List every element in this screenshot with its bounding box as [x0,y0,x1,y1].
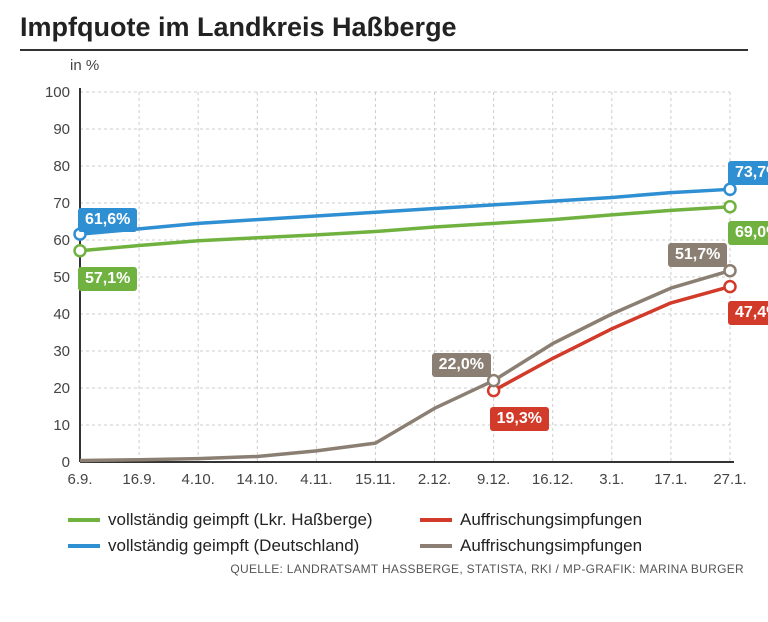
value-label: 69,0% [728,221,768,245]
svg-text:40: 40 [53,306,70,323]
legend-swatch [420,544,452,548]
value-label: 51,7% [668,243,727,267]
legend-label: vollständig geimpft (Deutschland) [108,536,359,556]
svg-text:27.1.: 27.1. [713,471,746,488]
svg-text:80: 80 [53,158,70,175]
svg-text:90: 90 [53,121,70,138]
title-rule [20,49,748,51]
svg-text:4.10.: 4.10. [181,471,214,488]
legend-item: vollständig geimpft (Lkr. Haßberge) [68,510,396,530]
svg-text:16.9.: 16.9. [122,471,155,488]
svg-text:70: 70 [53,195,70,212]
svg-text:0: 0 [62,454,70,471]
legend-swatch [420,518,452,522]
svg-text:100: 100 [45,84,70,101]
legend-swatch [68,518,100,522]
chart-title: Impfquote im Landkreis Haßberge [20,12,748,43]
legend: vollständig geimpft (Lkr. Haßberge) Auffr… [20,502,748,560]
source-line: QUELLE: LANDRATSAMT HASSBERGE, STATISTA,… [20,562,748,576]
value-label: 57,1% [78,267,137,291]
svg-text:50: 50 [53,269,70,286]
svg-text:20: 20 [53,380,70,397]
svg-text:9.12.: 9.12. [477,471,510,488]
value-label: 47,4% [728,301,768,325]
svg-text:60: 60 [53,232,70,249]
svg-text:4.11.: 4.11. [300,471,332,488]
legend-label: Auffrischungsimpfungen [460,536,642,556]
svg-text:10: 10 [53,417,70,434]
svg-text:17.1.: 17.1. [654,471,687,488]
legend-item: vollständig geimpft (Deutschland) [68,536,396,556]
legend-item: Auffrischungsimpfungen [420,510,748,530]
svg-text:30: 30 [53,343,70,360]
value-label: 73,7% [728,161,768,185]
legend-item: Auffrischungsimpfungen [420,536,748,556]
svg-text:6.9.: 6.9. [67,471,92,488]
legend-swatch [68,544,100,548]
value-label: 19,3% [490,407,549,431]
svg-text:14.10.: 14.10. [236,471,278,488]
value-label: 22,0% [432,353,491,377]
legend-label: vollständig geimpft (Lkr. Haßberge) [108,510,373,530]
svg-text:16.12.: 16.12. [532,471,574,488]
svg-text:15.11.: 15.11. [355,471,396,488]
chart-area: 0 10 20 30 40 50 60 70 80 90 100 6.9. 16.9. 4.10. 14.1… [20,62,748,502]
legend-label: Auffrischungsimpfungen [460,510,642,530]
svg-text:2.12.: 2.12. [418,471,451,488]
svg-text:3.1.: 3.1. [599,471,624,488]
value-label: 61,6% [78,208,137,232]
